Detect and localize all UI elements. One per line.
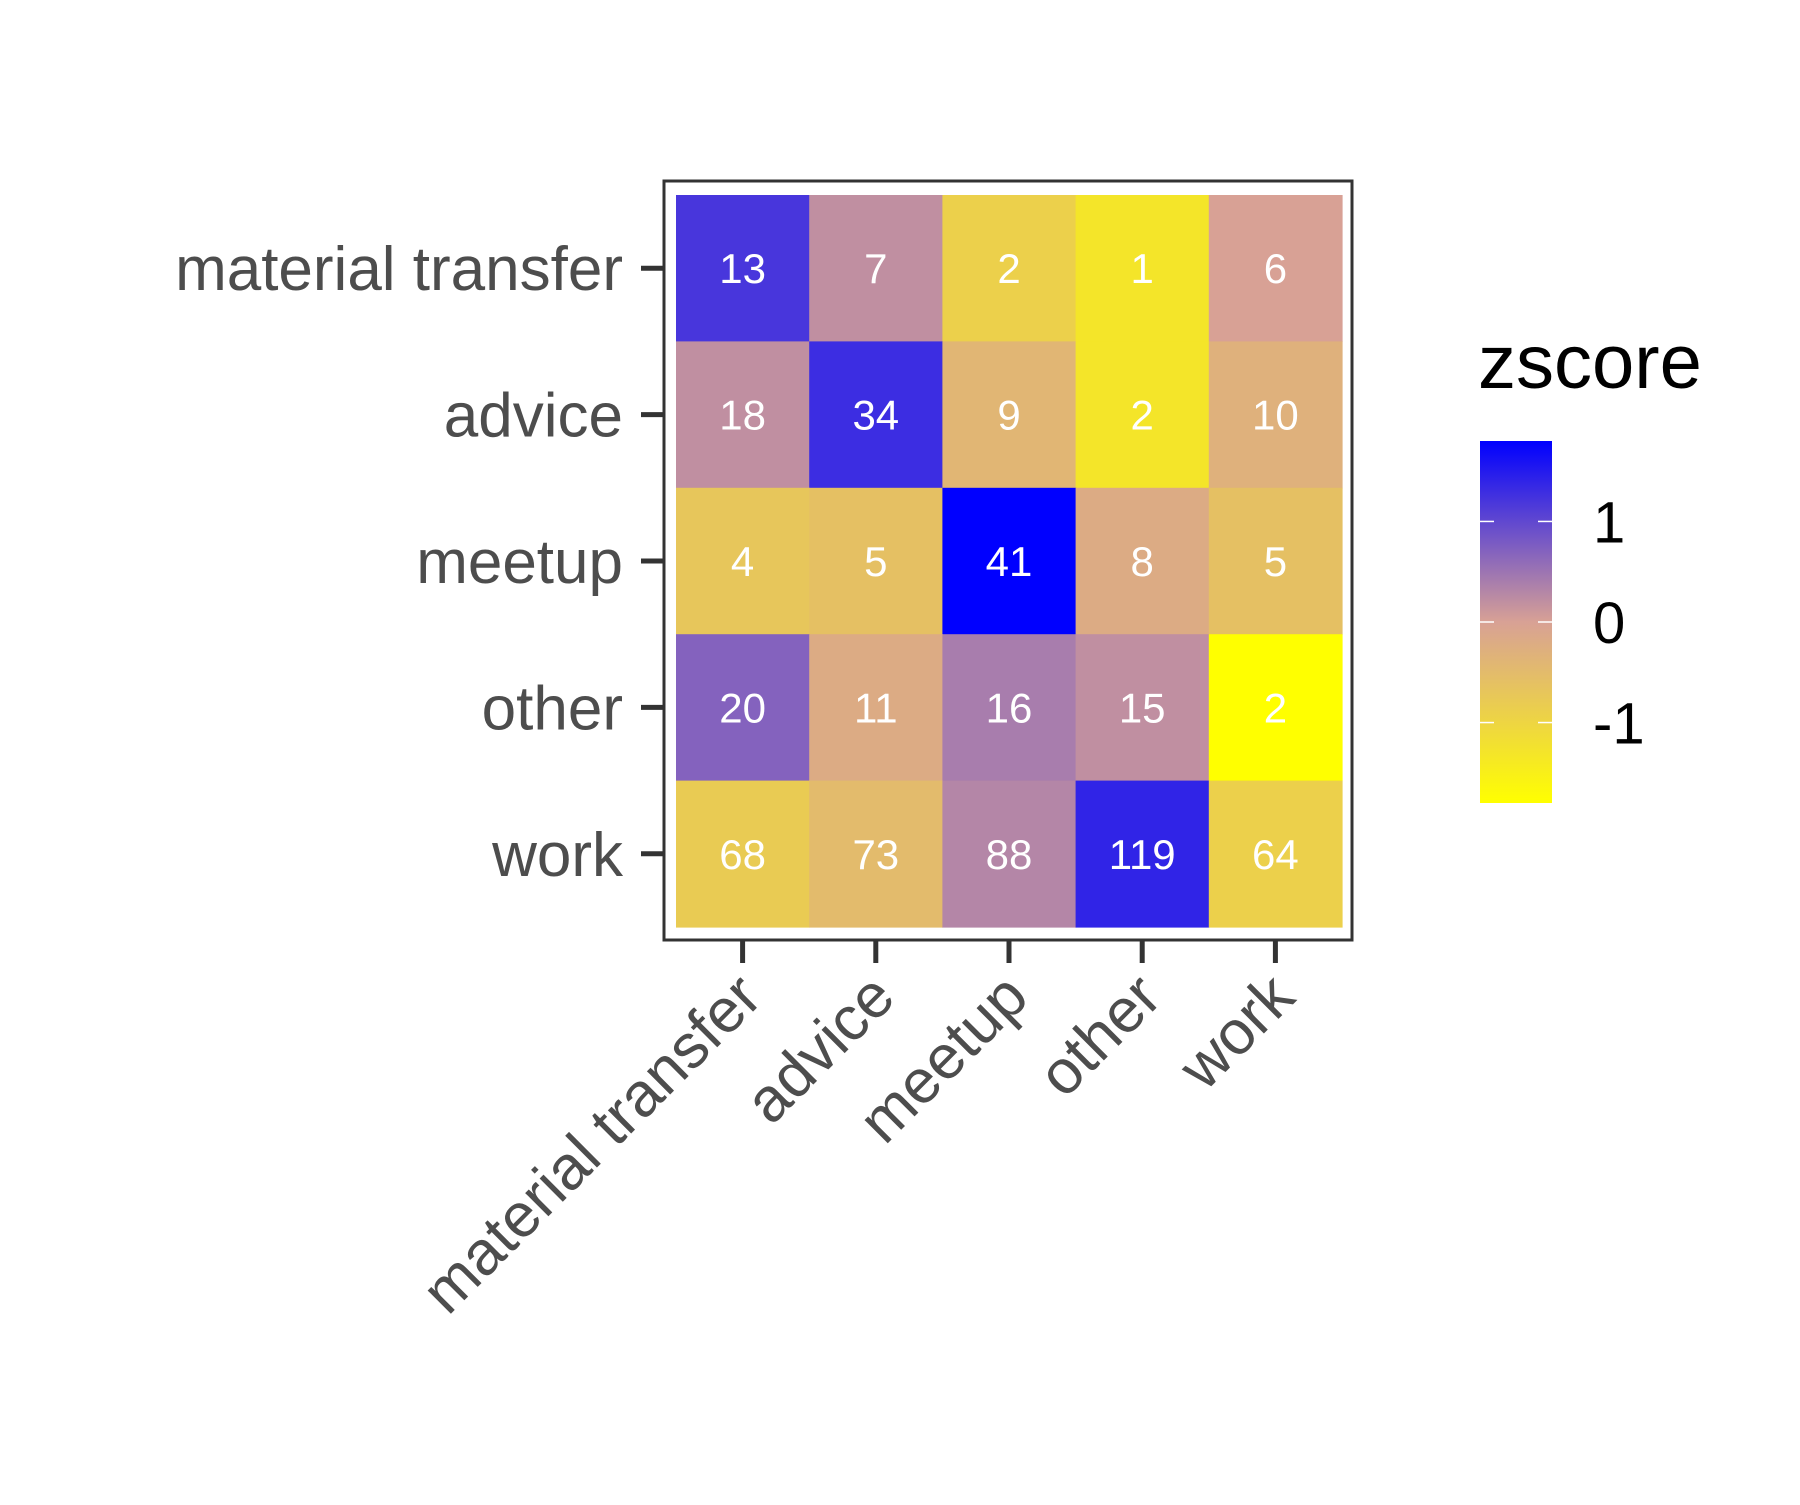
cell-count-label: 13 bbox=[719, 245, 766, 292]
cell-count-label: 41 bbox=[986, 538, 1033, 585]
heatmap-cell bbox=[809, 634, 943, 782]
cell-count-label: 2 bbox=[1131, 392, 1154, 439]
heatmap-cell bbox=[1208, 780, 1343, 928]
legend: zscore 1 0 -1 bbox=[1478, 320, 1702, 803]
cell-count-label: 2 bbox=[997, 245, 1020, 292]
legend-tick-label: 1 bbox=[1593, 490, 1625, 555]
cell-count-label: 7 bbox=[864, 245, 887, 292]
x-tick-label: work bbox=[1165, 960, 1308, 1103]
heatmap-cell bbox=[1075, 341, 1210, 489]
heatmap-cell bbox=[809, 487, 943, 635]
cell-count-label: 1 bbox=[1131, 245, 1154, 292]
heatmap-cell bbox=[942, 487, 1077, 635]
heatmap-cell bbox=[942, 341, 1077, 489]
heatmap-cell bbox=[1208, 634, 1343, 782]
y-axis: material transfer advice meetup other work bbox=[175, 235, 664, 890]
x-tick-label: material transfer bbox=[409, 961, 775, 1327]
cell-count-label: 64 bbox=[1252, 831, 1299, 878]
cell-count-label: 15 bbox=[1119, 684, 1166, 731]
heatmap-cell bbox=[809, 195, 943, 342]
heatmap-cell bbox=[676, 487, 810, 635]
heatmap-cell bbox=[1075, 195, 1210, 342]
legend-title: zscore bbox=[1478, 320, 1702, 405]
cell-count-label: 6 bbox=[1264, 245, 1287, 292]
heatmap-cell bbox=[942, 780, 1077, 928]
heatmap-cell bbox=[1075, 634, 1210, 782]
heatmap-cell bbox=[1208, 487, 1343, 635]
cell-count-label: 88 bbox=[986, 831, 1033, 878]
heatmap-cell bbox=[1208, 195, 1343, 342]
legend-tick-label: -1 bbox=[1593, 692, 1645, 757]
cell-count-label: 5 bbox=[864, 538, 887, 585]
y-tick-label: advice bbox=[444, 382, 623, 451]
cell-count-label: 73 bbox=[852, 831, 899, 878]
cell-count-label: 68 bbox=[719, 831, 766, 878]
y-tick-label: meetup bbox=[416, 528, 623, 597]
legend-tick-label: 0 bbox=[1593, 591, 1625, 656]
heatmap-cell bbox=[942, 634, 1077, 782]
heatmap-cell bbox=[809, 780, 943, 928]
heatmap-cell bbox=[676, 341, 810, 489]
heatmap-cells: 13 7 2 1 618 34 9 2 104 5 41 8 520 11 16 15 268 73 88 119 64 bbox=[676, 195, 1343, 928]
cell-count-label: 10 bbox=[1252, 392, 1299, 439]
x-tick-label: other bbox=[1025, 961, 1174, 1110]
legend-ticks: 1 0 -1 bbox=[1480, 490, 1645, 757]
heatmap-cell bbox=[1075, 487, 1210, 635]
heatmap-cell bbox=[1075, 780, 1210, 928]
cell-count-label: 2 bbox=[1264, 684, 1287, 731]
cell-count-label: 5 bbox=[1264, 538, 1287, 585]
heatmap-cell bbox=[1208, 341, 1343, 489]
cell-count-label: 34 bbox=[852, 392, 899, 439]
heatmap-cell bbox=[942, 195, 1077, 342]
cell-count-label: 119 bbox=[1109, 831, 1176, 878]
y-tick-label: work bbox=[491, 821, 624, 890]
cell-count-label: 4 bbox=[731, 538, 754, 585]
heatmap-cell bbox=[809, 341, 943, 489]
cell-count-label: 18 bbox=[719, 392, 766, 439]
cell-count-label: 16 bbox=[986, 684, 1033, 731]
y-tick-label: material transfer bbox=[175, 235, 623, 304]
heatmap-cell bbox=[676, 634, 810, 782]
cell-count-label: 20 bbox=[719, 684, 766, 731]
heatmap-cell bbox=[676, 780, 810, 928]
cell-count-label: 11 bbox=[854, 684, 898, 731]
heatmap-cell bbox=[676, 195, 810, 342]
cell-count-label: 9 bbox=[997, 392, 1020, 439]
y-tick-label: other bbox=[482, 674, 623, 743]
cell-count-label: 8 bbox=[1131, 538, 1154, 585]
